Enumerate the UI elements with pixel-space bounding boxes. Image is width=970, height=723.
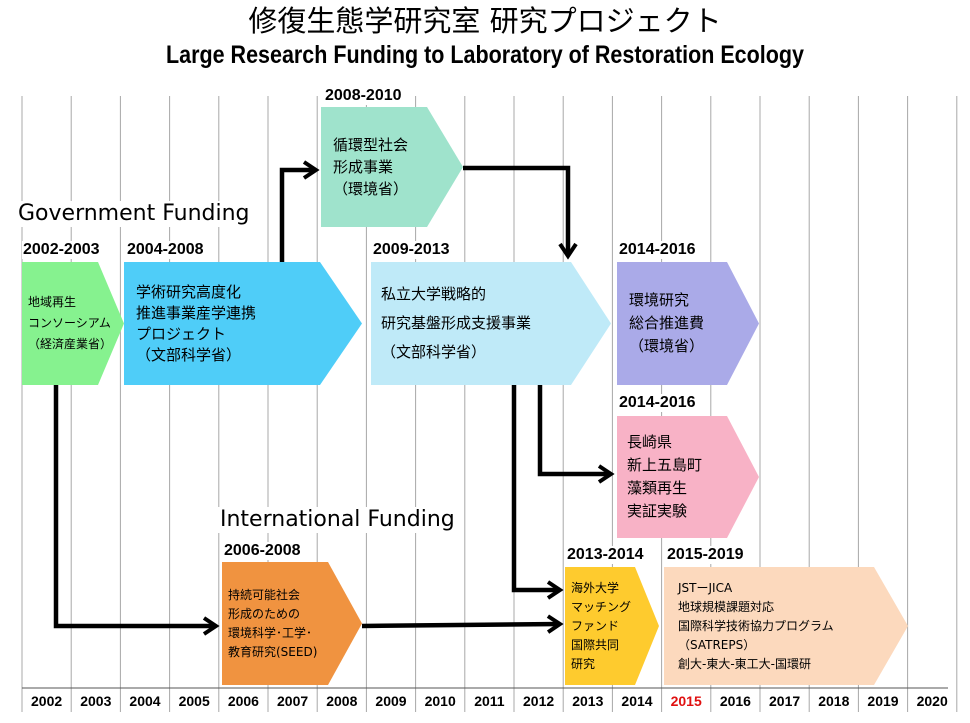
block-line: 新上五島町 [627, 456, 703, 474]
block-line: 長崎県 [627, 433, 673, 451]
block-line: 教育研究(SEED) [228, 644, 318, 659]
period-label-shiritsu: 2009-2013 [372, 241, 451, 259]
funding-block-jst: JSTーJICA 地球規模課題対応 国際科学技術協力プログラム （SATREPS… [664, 567, 908, 685]
block-line: コンソーシアム [28, 316, 111, 330]
block-line: ファンド [571, 618, 620, 633]
year-label: 2009 [375, 693, 407, 709]
arrow-chiiki-to-seed [53, 385, 220, 636]
block-line: 持続可能社会 [228, 587, 301, 602]
chevron-shape [321, 107, 463, 227]
year-label: 2003 [80, 693, 112, 709]
block-line: 地球規模課題対応 [678, 599, 775, 614]
funding-block-nagasaki: 長崎県 新上五島町 藻類再生 実証実験 [617, 416, 759, 538]
block-line: 形成のための [228, 606, 301, 621]
period-label-nagasaki: 2014-2016 [618, 394, 697, 412]
block-line: プロジェクト [136, 324, 227, 343]
block-line: 総合推進費 [629, 314, 705, 332]
block-line: 地域再生 [28, 295, 77, 309]
period-label-kaigai: 2013-2014 [566, 546, 645, 564]
chevron-shape [124, 262, 362, 385]
year-label: 2005 [178, 693, 210, 709]
arrow-shiritsu-to-nagasaki [537, 385, 615, 484]
year-label: 2007 [277, 693, 309, 709]
arrow-junkan-to-shiritsu [463, 165, 578, 260]
section-label-government: Government Funding [16, 201, 252, 227]
arrow-shiritsu-to-kaigai [511, 385, 564, 600]
block-line: （経済産業省） [28, 337, 113, 351]
chevron-shape [565, 567, 659, 685]
year-label: 2018 [818, 693, 850, 709]
page-title-english: Large Research Funding to Laboratory of … [166, 41, 804, 69]
block-line: 私立大学戦略的 [381, 285, 487, 303]
period-label-junkan: 2008-2010 [324, 87, 403, 105]
block-line: 形成事業 [333, 158, 394, 176]
period-label-jst: 2015-2019 [666, 546, 745, 564]
funding-block-junkan: 循環型社会 形成事業 （環境省） [321, 107, 463, 227]
funding-block-shiritsu: 私立大学戦略的 研究基盤形成支援事業 （文部科学省） [371, 262, 611, 385]
chevron-shape [617, 262, 759, 385]
year-label: 2017 [769, 693, 801, 709]
block-line: 循環型社会 [333, 136, 409, 154]
year-label: 2006 [227, 693, 259, 709]
block-line: （文部科学省） [381, 343, 487, 361]
block-line: （文部科学省） [136, 345, 242, 364]
block-line: 推進事業産学連携 [136, 303, 257, 322]
block-line: 創大-東大-東工大-国環研 [678, 656, 811, 671]
chevron-shape [222, 562, 362, 685]
block-line: 環境科学･工学･ [228, 625, 313, 640]
chevron-shape [371, 262, 611, 385]
block-line: （環境省） [629, 337, 705, 355]
funding-block-chiiki: 地域再生 コンソーシアム （経済産業省） [22, 262, 124, 385]
block-line: 実証実験 [627, 502, 688, 520]
period-label-seed: 2006-2008 [223, 542, 302, 560]
funding-block-kankyo: 環境研究 総合推進費 （環境省） [617, 262, 759, 385]
period-label-chiiki: 2002-2003 [22, 241, 101, 259]
period-label-gakujutsu: 2004-2008 [126, 241, 205, 259]
year-label: 2020 [916, 693, 948, 709]
year-label: 2013 [572, 693, 604, 709]
period-label-kankyo: 2014-2016 [618, 241, 697, 259]
chevron-shape [664, 567, 908, 685]
year-label: 2019 [867, 693, 899, 709]
year-label: 2011 [474, 693, 505, 709]
block-line: 国際共同 [571, 637, 620, 652]
funding-block-gakujutsu: 学術研究高度化 推進事業産学連携 プロジェクト （文部科学省） [124, 262, 362, 385]
block-line: 藻類再生 [627, 479, 688, 497]
funding-block-seed: 持続可能社会 形成のための 環境科学･工学･ 教育研究(SEED) [222, 562, 362, 685]
chevron-shape [617, 416, 759, 538]
chevron-shape [22, 262, 124, 385]
block-line: 環境研究 [629, 291, 690, 309]
block-line: （SATREPS） [678, 637, 756, 652]
arrow-gakujutsu-to-junkan [279, 160, 320, 262]
section-label-international: International Funding [218, 507, 457, 533]
year-label: 2010 [424, 693, 456, 709]
arrow-seed-to-kaigai [361, 614, 564, 634]
year-label: 2004 [129, 693, 161, 709]
block-line: マッチング [571, 599, 632, 614]
year-label: 2016 [719, 693, 751, 709]
year-label: 2008 [326, 693, 358, 709]
block-line: （環境省） [333, 180, 409, 198]
year-label: 2014 [621, 693, 653, 709]
block-line: JSTーJICA [678, 580, 733, 595]
page-title-japanese: 修復生態学研究室 研究プロジェクト [248, 4, 722, 38]
block-line: 研究 [571, 656, 596, 671]
year-label: 2015 [670, 693, 702, 709]
year-label: 2002 [31, 693, 63, 709]
block-line: 海外大学 [571, 580, 620, 595]
year-label: 2012 [523, 693, 555, 709]
block-line: 学術研究高度化 [136, 282, 242, 301]
block-line: 研究基盤形成支援事業 [381, 314, 532, 332]
block-line: 国際科学技術協力プログラム [678, 618, 834, 633]
funding-block-kaigai: 海外大学 マッチング ファンド 国際共同 研究 [565, 567, 659, 685]
